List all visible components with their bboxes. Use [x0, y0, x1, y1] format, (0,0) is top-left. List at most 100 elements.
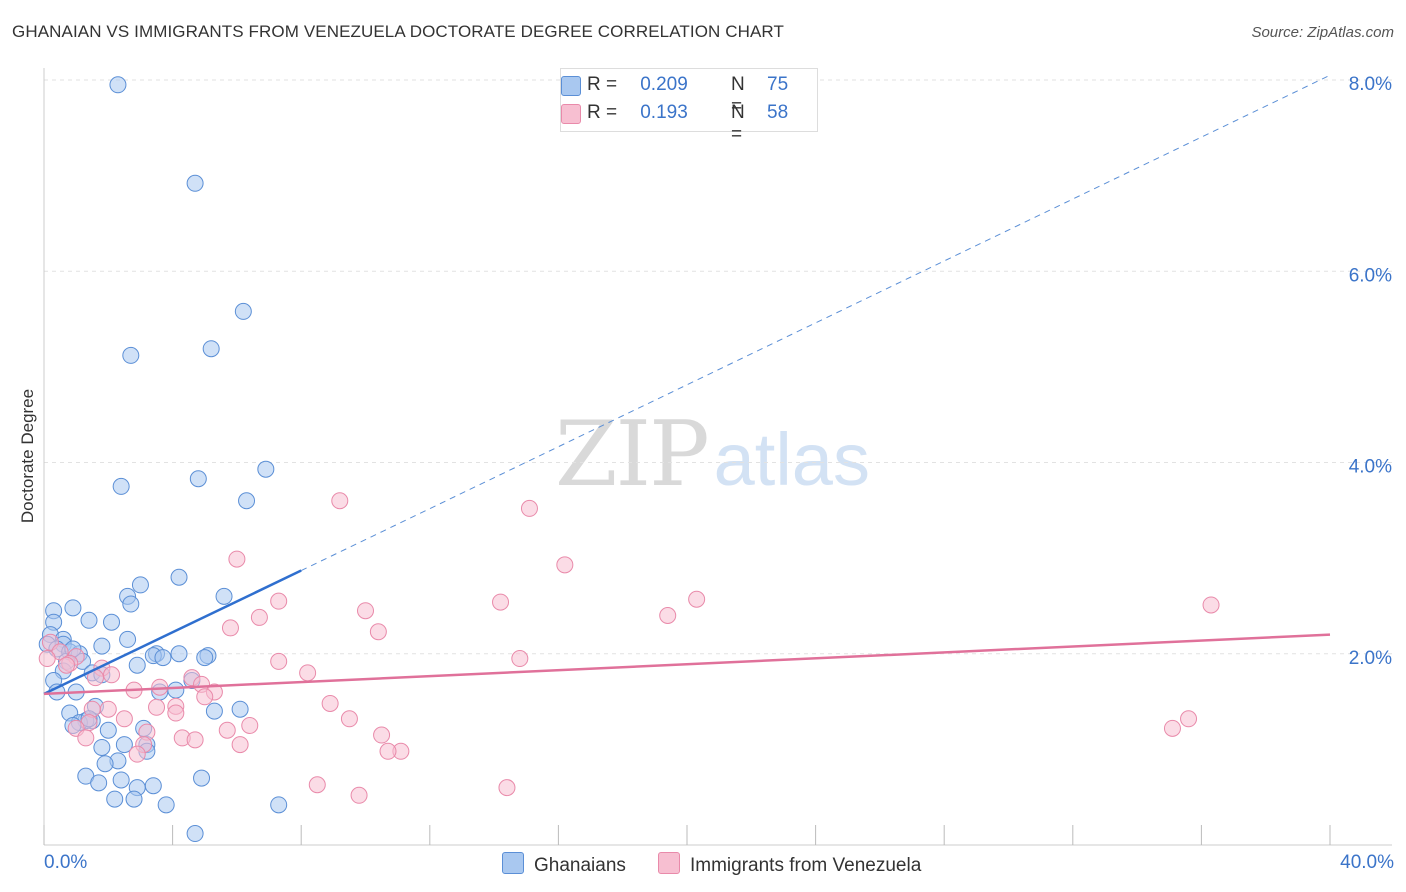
- venezuela-point: [688, 590, 706, 608]
- ghanaian-point: [93, 738, 111, 756]
- legend-item-venezuela: Immigrants from Venezuela: [658, 852, 921, 877]
- venezuela-point: [369, 623, 387, 641]
- venezuela-point: [241, 716, 259, 734]
- ghanaian-point: [122, 346, 140, 364]
- venezuela-trend-line: [43, 633, 1331, 696]
- x-tick-max: 40.0%: [1340, 852, 1394, 873]
- watermark-atlas: atlas: [713, 418, 870, 501]
- venezuela-point: [331, 492, 349, 510]
- legend-r-value: 0.193: [640, 102, 688, 123]
- legend-r-value: 0.209: [640, 74, 688, 95]
- ghanaian-point: [128, 656, 146, 674]
- ghanaian-point: [131, 576, 149, 594]
- venezuela-point: [167, 704, 185, 722]
- venezuela-point: [270, 592, 288, 610]
- ghanaian-point: [106, 790, 124, 808]
- venezuela-point: [492, 593, 510, 611]
- watermark-zip: ZIP: [555, 402, 710, 507]
- venezuela-point: [58, 656, 76, 674]
- legend-swatch-blue: [561, 76, 581, 96]
- y-tick-label: 6.0%: [1349, 265, 1392, 286]
- ghanaian-point: [205, 702, 223, 720]
- ghanaian-point: [93, 637, 111, 655]
- venezuela-point: [186, 731, 204, 749]
- ghanaian-point: [122, 595, 140, 613]
- ghanaian-point: [202, 340, 220, 358]
- ghanaian-point: [119, 630, 137, 648]
- legend-label-ghanaians: Ghanaians: [534, 855, 626, 876]
- ghanaian-point: [234, 302, 252, 320]
- venezuela-point: [357, 602, 374, 620]
- venezuela-point: [103, 666, 121, 684]
- venezuela-point: [511, 650, 529, 668]
- ghanaian-point: [96, 755, 114, 773]
- watermark: ZIPatlas: [555, 402, 870, 507]
- venezuela-point: [498, 779, 516, 797]
- venezuela-point: [340, 710, 358, 728]
- source-label: Source: ZipAtlas.com: [1251, 24, 1394, 41]
- venezuela-point: [77, 729, 95, 747]
- y-tick-label: 8.0%: [1349, 74, 1392, 95]
- venezuela-point: [520, 499, 538, 517]
- ghanaian-point: [238, 492, 256, 510]
- ghanaian-point: [215, 587, 233, 605]
- ghanaian-point: [257, 460, 275, 478]
- venezuela-point: [228, 550, 246, 568]
- series-legend: Ghanaians Immigrants from Venezuela: [0, 852, 1406, 878]
- ghanaian-point: [112, 477, 130, 495]
- ghanaian-point: [99, 721, 117, 739]
- ghanaian-point: [193, 769, 211, 787]
- venezuela-point: [196, 688, 214, 706]
- legend-n-value: 75: [767, 74, 789, 95]
- ghanaian-point: [154, 649, 172, 667]
- correlation-legend: R = 0.209 N = 75 R = 0.193 N = 58: [560, 68, 818, 145]
- venezuela-point: [231, 736, 249, 754]
- venezuela-point: [308, 776, 326, 794]
- legend-r-label: R =: [587, 74, 618, 95]
- legend-swatch-pink: [658, 852, 680, 874]
- legend-swatch-pink: [561, 104, 581, 124]
- ghanaian-point: [231, 700, 249, 718]
- legend-r-label: R =: [587, 102, 618, 123]
- ghanaian-point: [112, 771, 130, 789]
- venezuela-point: [250, 608, 268, 626]
- venezuela-point: [659, 607, 677, 624]
- ghanaian-point: [125, 790, 143, 808]
- ghanaian-point: [167, 681, 185, 699]
- ghanaian-point: [186, 825, 204, 843]
- legend-n-label: N =: [731, 74, 745, 117]
- ghanaian-point: [270, 796, 288, 814]
- ghanaian-point: [144, 777, 162, 795]
- ghanaian-point: [90, 774, 108, 792]
- ghanaian-point: [186, 174, 204, 192]
- venezuela-point: [99, 700, 117, 718]
- ghanaian-point: [103, 613, 121, 631]
- venezuela-point: [38, 650, 56, 668]
- venezuela-point: [373, 726, 391, 744]
- ghanaian-point: [80, 611, 98, 629]
- venezuela-point: [379, 742, 397, 760]
- venezuela-point: [221, 619, 239, 637]
- chart-title: GHANAIAN VS IMMIGRANTS FROM VENEZUELA DO…: [12, 22, 784, 41]
- ghanaian-point: [115, 736, 133, 754]
- venezuela-point: [115, 710, 133, 728]
- ghanaian-point: [170, 645, 188, 663]
- legend-n-value: 58: [767, 102, 789, 123]
- venezuela-point: [350, 786, 368, 804]
- ghanaian-point: [109, 76, 127, 94]
- venezuela-point: [1180, 710, 1198, 728]
- venezuela-point: [556, 556, 574, 574]
- venezuela-point: [128, 745, 146, 763]
- legend-n-label: N =: [731, 102, 745, 145]
- venezuela-point: [1163, 719, 1181, 737]
- ghanaian-trend-line: [43, 569, 302, 696]
- venezuela-point: [218, 721, 236, 739]
- venezuela-point: [270, 652, 288, 670]
- ghanaian-point: [189, 470, 207, 488]
- ghanaian-point: [196, 649, 214, 667]
- ghanaian-point: [157, 796, 175, 814]
- legend-label-venezuela: Immigrants from Venezuela: [690, 855, 922, 876]
- venezuela-point: [148, 698, 166, 716]
- venezuela-point: [321, 694, 339, 712]
